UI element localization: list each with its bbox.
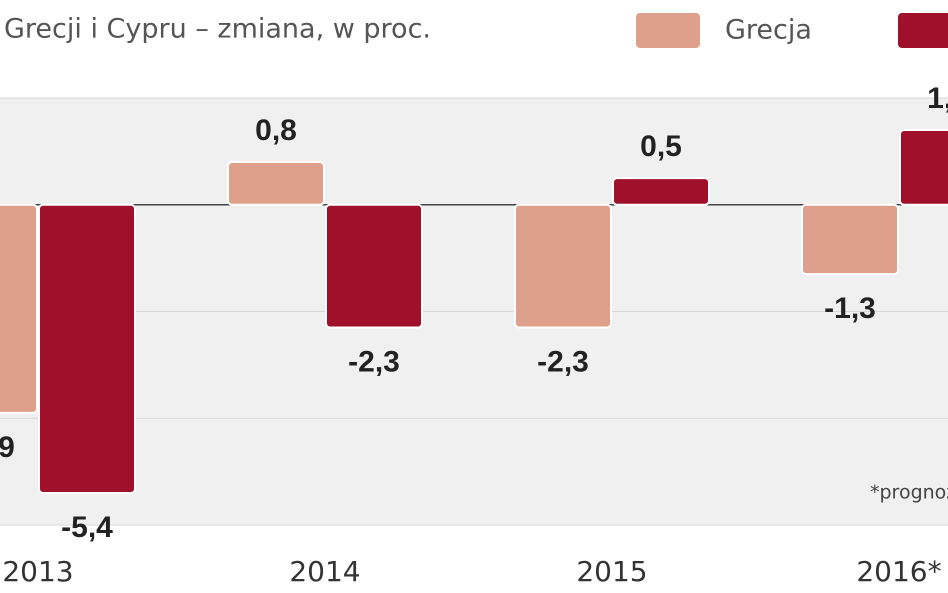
legend-swatch bbox=[898, 13, 948, 48]
bar bbox=[801, 203, 899, 276]
data-label: 0,5 bbox=[640, 130, 682, 163]
chart-title: Grecji i Cypru – zmiana, w proc. bbox=[4, 14, 431, 45]
x-tick-label: 2016* bbox=[856, 555, 941, 588]
data-label: -3,9 bbox=[0, 431, 15, 464]
data-label: -5,4 bbox=[61, 511, 113, 544]
data-label: -2,3 bbox=[348, 345, 400, 378]
bar bbox=[38, 203, 136, 494]
footnote: *prognoza bbox=[870, 482, 948, 504]
bar bbox=[227, 161, 325, 206]
legend-label: Grecja bbox=[725, 15, 812, 46]
data-label: 1,4 bbox=[927, 82, 948, 115]
legend-swatch bbox=[636, 13, 700, 48]
bar bbox=[899, 129, 948, 206]
data-label: -2,3 bbox=[537, 345, 589, 378]
bar bbox=[0, 203, 38, 414]
x-tick-label: 2015 bbox=[576, 555, 647, 588]
data-label: -1,3 bbox=[824, 292, 876, 325]
bar bbox=[325, 203, 423, 329]
x-tick-label: 2014 bbox=[289, 555, 360, 588]
data-label: 0,8 bbox=[255, 114, 297, 147]
x-tick-label: 2013 bbox=[2, 555, 73, 588]
bar bbox=[612, 177, 710, 206]
bar bbox=[514, 203, 612, 329]
